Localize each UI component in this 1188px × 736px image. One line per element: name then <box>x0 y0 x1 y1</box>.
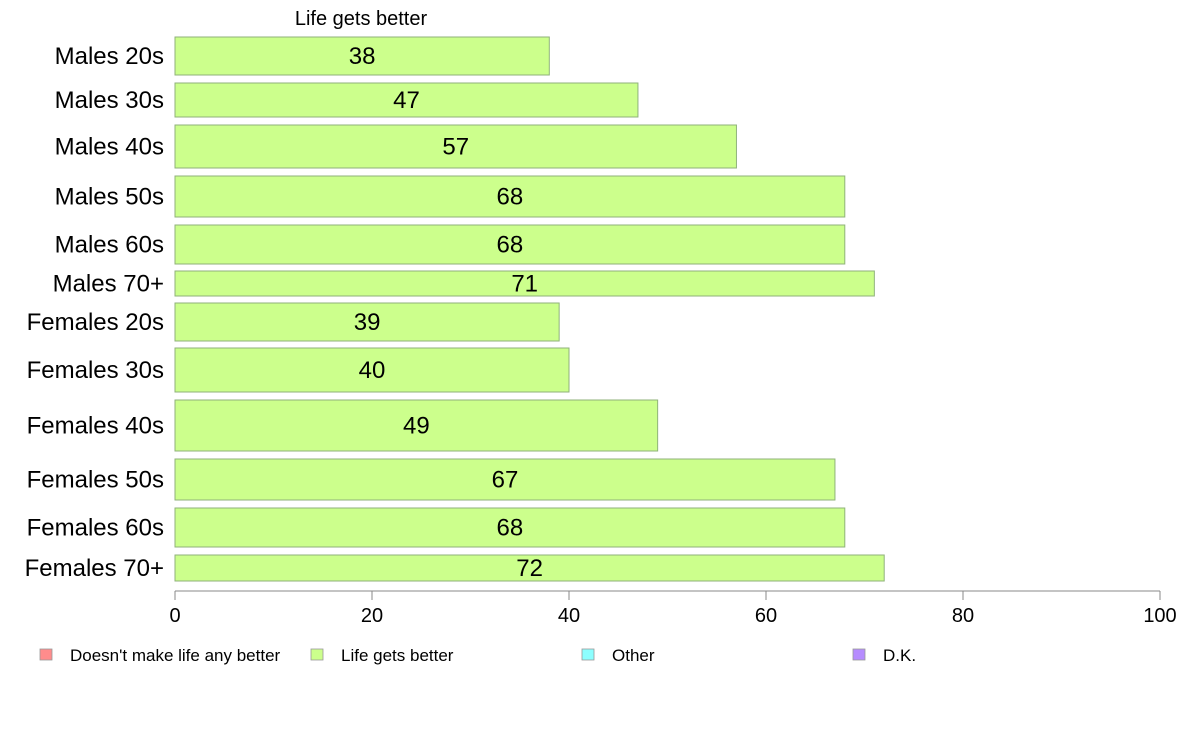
bar <box>174 399 659 452</box>
category-label: Females 60s <box>27 515 164 542</box>
legend-label: Life gets better <box>341 646 454 665</box>
bar <box>174 82 639 118</box>
legend-label: Other <box>612 646 655 665</box>
bar <box>174 554 885 582</box>
legend-entry: Other <box>581 646 655 665</box>
category-label: Females 40s <box>27 413 164 440</box>
legend-swatch <box>581 648 595 661</box>
category-label: Males 30s <box>55 87 164 114</box>
bar <box>174 347 570 393</box>
category-label: Females 20s <box>27 309 164 336</box>
data-label: 49 <box>403 413 430 440</box>
data-label: 68 <box>497 232 524 259</box>
bar <box>174 224 846 265</box>
category-label: Females 50s <box>27 467 164 494</box>
data-label: 38 <box>349 43 376 70</box>
legend-swatch <box>39 648 53 661</box>
data-label: 71 <box>511 271 538 298</box>
data-label: 72 <box>516 555 543 582</box>
bar <box>174 507 846 548</box>
legend: Doesn't make life any better Life gets be… <box>39 646 916 665</box>
x-tick-label: 0 <box>169 605 180 627</box>
bar <box>174 458 836 501</box>
category-label: Males 60s <box>55 232 164 259</box>
category-label: Males 70+ <box>53 271 164 298</box>
legend-entry: Doesn't make life any better <box>39 646 281 665</box>
data-label: 68 <box>497 515 524 542</box>
x-tick-label: 80 <box>952 605 974 627</box>
x-tick-label: 60 <box>755 605 777 627</box>
x-tick-label: 20 <box>361 605 383 627</box>
category-label: Males 40s <box>55 134 164 161</box>
legend-swatch <box>310 648 324 661</box>
bar <box>174 270 875 297</box>
x-tick-label: 100 <box>1143 605 1176 627</box>
bar <box>174 36 550 76</box>
legend-label: Doesn't make life any better <box>70 646 281 665</box>
data-label: 47 <box>393 87 420 114</box>
bar <box>174 124 737 169</box>
x-tick-label: 40 <box>558 605 580 627</box>
bar <box>174 302 560 342</box>
category-label: Females 70+ <box>25 555 164 582</box>
x-axis: 0 20 40 60 80 100 <box>169 590 1177 627</box>
category-label: Males 50s <box>55 184 164 211</box>
data-label: 68 <box>497 184 524 211</box>
category-label: Males 20s <box>55 43 164 70</box>
data-label: 39 <box>354 309 381 336</box>
data-label: 67 <box>492 467 519 494</box>
legend-entry: D.K. <box>852 646 916 665</box>
bar <box>174 175 846 218</box>
legend-swatch <box>852 648 866 661</box>
category-label: Females 30s <box>27 357 164 384</box>
legend-entry: Life gets better <box>310 646 454 665</box>
data-label: 57 <box>442 134 469 161</box>
bars-group: Males 20s 38 Males 30s 47 Males 40s 57 Males 5… <box>25 36 885 582</box>
data-label: 40 <box>359 357 386 384</box>
chart-title: Life gets better <box>295 8 428 30</box>
legend-label: D.K. <box>883 646 916 665</box>
